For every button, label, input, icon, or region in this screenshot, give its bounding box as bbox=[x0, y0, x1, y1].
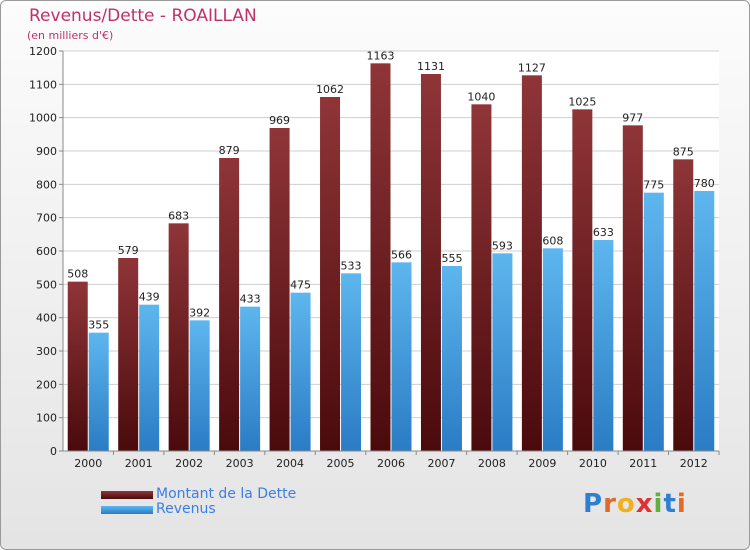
bar-revenus bbox=[492, 253, 513, 451]
y-tick-label: 500 bbox=[36, 278, 57, 291]
y-tick-label: 600 bbox=[36, 245, 57, 258]
bar-dette-label: 1131 bbox=[417, 60, 445, 73]
bar-dette bbox=[269, 128, 290, 451]
bar-revenus bbox=[441, 266, 462, 451]
bar-revenus-label: 555 bbox=[441, 252, 462, 265]
bar-revenus bbox=[189, 320, 210, 451]
bar-revenus-label: 608 bbox=[542, 234, 563, 247]
bar-dette bbox=[219, 158, 240, 451]
bar-revenus bbox=[643, 192, 664, 451]
x-tick-label: 2006 bbox=[377, 457, 405, 470]
x-tick-label: 2009 bbox=[528, 457, 556, 470]
bar-dette-label: 969 bbox=[269, 114, 290, 127]
brand-logo: Proxiti bbox=[583, 489, 687, 519]
bar-dette-label: 579 bbox=[118, 244, 139, 257]
bar-revenus bbox=[694, 191, 715, 451]
chart-title: Revenus/Dette - ROAILLAN bbox=[29, 6, 257, 26]
bar-dette-label: 879 bbox=[219, 144, 240, 157]
legend-label-revenus: Revenus bbox=[156, 501, 216, 517]
y-tick-label: 900 bbox=[36, 145, 57, 158]
x-axis-ticks: 2000 2001 2002 2003 2004 2005 2006 2007 2008 2009… bbox=[74, 451, 720, 470]
bar-dette bbox=[673, 159, 694, 452]
legend-label-dette: Montant de la Dette bbox=[156, 486, 297, 502]
bar-dette-label: 508 bbox=[67, 268, 88, 281]
y-tick-label: 700 bbox=[36, 212, 57, 225]
bar-dette-label: 977 bbox=[622, 111, 643, 124]
bar-dette bbox=[320, 97, 341, 451]
bar-revenus-label: 593 bbox=[492, 239, 513, 252]
bar-revenus bbox=[542, 248, 563, 451]
y-tick-label: 0 bbox=[50, 445, 57, 458]
bar-dette-label: 1163 bbox=[367, 49, 395, 62]
y-tick-label: 800 bbox=[36, 178, 57, 191]
bar-dette-label: 1127 bbox=[518, 61, 546, 74]
y-axis-ticks: 0 100 200 300 400 500 600 700 800 900 1000 1100 1200 bbox=[29, 45, 63, 458]
y-tick-label: 1000 bbox=[29, 112, 57, 125]
bar-dette bbox=[521, 75, 542, 451]
bar-revenus-label: 355 bbox=[88, 319, 109, 332]
chart-subtitle: (en milliers d'€) bbox=[27, 29, 114, 42]
bar-revenus-label: 475 bbox=[290, 279, 311, 292]
bar-dette bbox=[572, 109, 593, 451]
bar-revenus-label: 775 bbox=[643, 179, 664, 192]
bar-revenus bbox=[341, 273, 362, 451]
bar-dette bbox=[168, 223, 189, 451]
bar-dette bbox=[118, 258, 139, 451]
y-tick-label: 1100 bbox=[29, 78, 57, 91]
bar-revenus bbox=[391, 262, 412, 451]
bar-revenus bbox=[290, 292, 311, 451]
bar-revenus bbox=[88, 332, 109, 451]
y-tick-label: 300 bbox=[36, 345, 57, 358]
bar-revenus bbox=[593, 240, 614, 451]
bar-dette bbox=[622, 125, 643, 451]
bar-revenus-label: 633 bbox=[593, 226, 614, 239]
bar-dette-label: 683 bbox=[168, 209, 189, 222]
bar-dette bbox=[471, 104, 492, 451]
bar-revenus-label: 439 bbox=[139, 291, 160, 304]
bar-dette bbox=[370, 63, 391, 451]
x-tick-label: 2011 bbox=[629, 457, 657, 470]
x-tick-label: 2012 bbox=[680, 457, 708, 470]
x-tick-label: 2001 bbox=[125, 457, 153, 470]
bar-revenus bbox=[240, 306, 261, 451]
bar-dette-label: 875 bbox=[673, 145, 694, 158]
x-tick-label: 2010 bbox=[579, 457, 607, 470]
legend-swatch-dette bbox=[101, 491, 153, 499]
x-tick-label: 2007 bbox=[427, 457, 455, 470]
x-tick-label: 2003 bbox=[226, 457, 254, 470]
legend-swatch-revenus bbox=[101, 506, 153, 514]
bar-revenus-label: 566 bbox=[391, 248, 412, 261]
y-tick-label: 1200 bbox=[29, 45, 57, 58]
y-tick-label: 100 bbox=[36, 412, 57, 425]
y-tick-label: 200 bbox=[36, 378, 57, 391]
x-tick-label: 2000 bbox=[74, 457, 102, 470]
data-labels: 508 355 579 439 683 392 879 433 969 475 1062 533 116… bbox=[67, 49, 715, 331]
x-tick-label: 2002 bbox=[175, 457, 203, 470]
bar-revenus-label: 433 bbox=[240, 293, 261, 306]
y-tick-label: 400 bbox=[36, 312, 57, 325]
bar-dette-label: 1040 bbox=[467, 90, 495, 103]
bar-revenus bbox=[139, 304, 160, 451]
bar-dette bbox=[420, 74, 441, 451]
bar-revenus-label: 533 bbox=[341, 259, 362, 272]
bar-revenus-label: 392 bbox=[189, 306, 210, 319]
x-tick-label: 2005 bbox=[327, 457, 355, 470]
bar-revenus-label: 780 bbox=[694, 177, 715, 190]
bar-dette-label: 1062 bbox=[316, 83, 344, 96]
bar-dette bbox=[67, 281, 88, 451]
x-tick-label: 2004 bbox=[276, 457, 304, 470]
bar-dette-label: 1025 bbox=[568, 95, 596, 108]
x-tick-label: 2008 bbox=[478, 457, 506, 470]
bars bbox=[67, 63, 715, 452]
